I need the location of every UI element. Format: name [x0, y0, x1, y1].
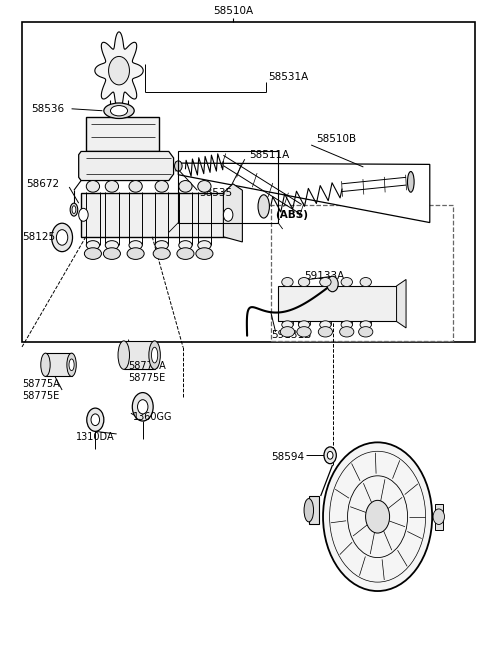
Ellipse shape: [175, 161, 182, 171]
Text: 58775A: 58775A: [22, 379, 60, 389]
Text: 58775E: 58775E: [22, 391, 59, 401]
Circle shape: [433, 509, 444, 524]
Ellipse shape: [84, 248, 101, 259]
Ellipse shape: [299, 278, 310, 287]
Ellipse shape: [105, 181, 119, 192]
Ellipse shape: [86, 241, 99, 250]
Ellipse shape: [155, 181, 168, 192]
Bar: [46, 353, 72, 376]
Text: 59133A: 59133A: [304, 271, 344, 280]
Circle shape: [223, 209, 233, 221]
Ellipse shape: [72, 206, 76, 213]
Ellipse shape: [129, 181, 142, 192]
Ellipse shape: [280, 327, 295, 337]
Bar: [22, 22, 475, 342]
Text: 58775E: 58775E: [129, 373, 166, 383]
Circle shape: [132, 393, 153, 421]
Ellipse shape: [129, 241, 142, 250]
Bar: [271, 205, 454, 341]
Ellipse shape: [152, 348, 158, 363]
Circle shape: [52, 223, 72, 252]
Text: 58510B: 58510B: [316, 134, 356, 143]
Ellipse shape: [177, 248, 194, 259]
Ellipse shape: [103, 248, 120, 259]
Polygon shape: [79, 151, 174, 181]
Ellipse shape: [341, 321, 352, 329]
Text: 58511A: 58511A: [250, 150, 290, 160]
Ellipse shape: [118, 341, 130, 369]
Ellipse shape: [149, 341, 160, 369]
Ellipse shape: [110, 106, 128, 116]
Circle shape: [108, 57, 130, 85]
Ellipse shape: [155, 241, 168, 250]
Text: 58125: 58125: [22, 232, 55, 242]
Ellipse shape: [304, 499, 313, 522]
Ellipse shape: [318, 327, 333, 337]
Ellipse shape: [198, 241, 211, 250]
Text: 1360GG: 1360GG: [133, 411, 173, 421]
Ellipse shape: [196, 248, 213, 259]
Circle shape: [137, 400, 148, 414]
Polygon shape: [223, 184, 242, 242]
Polygon shape: [95, 32, 143, 110]
Ellipse shape: [341, 278, 352, 287]
Bar: [124, 341, 155, 369]
Ellipse shape: [320, 278, 331, 287]
Ellipse shape: [282, 321, 293, 329]
Text: 58536: 58536: [31, 104, 64, 114]
Circle shape: [79, 209, 88, 221]
Text: 58775A: 58775A: [129, 361, 166, 371]
Text: 58672: 58672: [26, 179, 60, 189]
Ellipse shape: [105, 241, 119, 250]
Ellipse shape: [360, 278, 372, 287]
Bar: [434, 504, 443, 529]
Circle shape: [56, 230, 68, 245]
Polygon shape: [179, 163, 430, 222]
Circle shape: [324, 447, 336, 464]
Ellipse shape: [70, 203, 78, 216]
Ellipse shape: [359, 327, 373, 337]
Ellipse shape: [104, 103, 134, 119]
Ellipse shape: [179, 241, 192, 250]
Text: 59131B: 59131B: [271, 330, 311, 340]
Ellipse shape: [67, 353, 76, 376]
Text: (ABS): (ABS): [276, 210, 309, 220]
Ellipse shape: [282, 278, 293, 287]
Text: 1310DA: 1310DA: [76, 432, 115, 442]
Ellipse shape: [127, 248, 144, 259]
Ellipse shape: [258, 195, 269, 218]
Bar: [86, 117, 159, 151]
Ellipse shape: [86, 181, 99, 192]
Ellipse shape: [297, 327, 311, 337]
Bar: [278, 286, 396, 321]
Ellipse shape: [198, 181, 211, 192]
Text: 58510A: 58510A: [213, 6, 253, 16]
Ellipse shape: [69, 359, 74, 370]
Circle shape: [327, 276, 338, 291]
Bar: [309, 496, 319, 524]
Circle shape: [323, 442, 432, 591]
Circle shape: [366, 500, 390, 533]
Ellipse shape: [179, 181, 192, 192]
Bar: [81, 193, 233, 237]
Ellipse shape: [320, 321, 331, 329]
Bar: [179, 151, 278, 222]
Ellipse shape: [299, 321, 310, 329]
Ellipse shape: [340, 327, 354, 337]
Polygon shape: [396, 280, 406, 328]
Circle shape: [327, 451, 333, 459]
Ellipse shape: [41, 353, 50, 376]
Ellipse shape: [153, 248, 170, 259]
Ellipse shape: [408, 171, 414, 192]
Circle shape: [87, 408, 104, 432]
Circle shape: [91, 414, 99, 426]
Text: 58594: 58594: [271, 452, 304, 462]
Ellipse shape: [360, 321, 372, 329]
Text: 58535: 58535: [200, 188, 233, 198]
Text: 58531A: 58531A: [268, 72, 309, 82]
